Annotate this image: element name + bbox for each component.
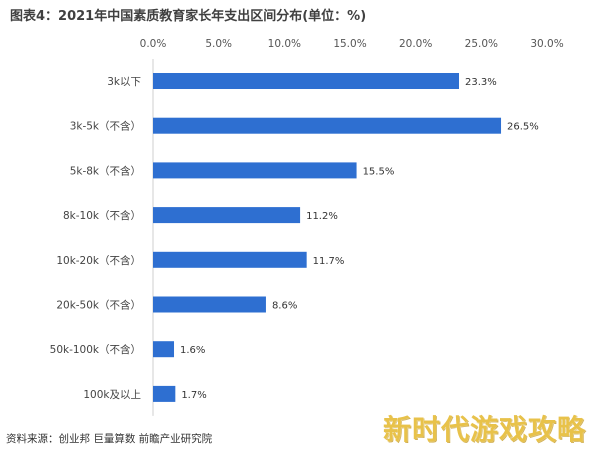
x-tick-label: 30.0%	[530, 38, 563, 50]
bar	[153, 296, 266, 313]
x-tick-label: 20.0%	[399, 38, 432, 50]
value-label: 8.6%	[272, 301, 297, 312]
bar	[153, 162, 357, 179]
bar	[153, 251, 307, 268]
value-label: 1.7%	[181, 390, 206, 401]
bars-group: 3k以下 23.3% 3k-5k（不含） 26.5% 5k-8k（不含） 15.5% 8k-…	[50, 73, 539, 402]
value-label: 23.3%	[465, 77, 497, 88]
category-label: 20k-50k（不含）	[56, 299, 141, 312]
bar	[153, 341, 175, 358]
bar	[153, 385, 176, 402]
bar	[153, 73, 460, 89]
x-tick-label: 5.0%	[205, 38, 232, 50]
bar	[153, 207, 301, 224]
x-tick-label: 10.0%	[268, 38, 301, 50]
category-label: 100k及以上	[83, 389, 141, 401]
value-label: 1.6%	[180, 345, 205, 356]
value-label: 15.5%	[363, 166, 395, 177]
source-note: 资料来源：创业邦 巨量算数 前瞻产业研究院	[6, 433, 213, 445]
brand-watermark: 新时代游戏攻略	[382, 413, 586, 446]
value-label: 11.2%	[306, 211, 338, 222]
x-tick-label: 15.0%	[333, 38, 366, 50]
category-label: 8k-10k（不含）	[63, 209, 141, 222]
x-tick-label: 0.0%	[140, 38, 167, 50]
x-axis-ticks: 0.0% 5.0% 10.0% 15.0% 20.0% 25.0% 30.0%	[140, 38, 564, 50]
category-label: 5k-8k（不含）	[70, 164, 141, 177]
category-label: 10k-20k（不含）	[56, 254, 141, 267]
category-label: 50k-100k（不含）	[50, 343, 141, 356]
chart-title: 图表4：2021年中国素质教育家长年支出区间分布(单位：%)	[10, 9, 367, 24]
x-tick-label: 25.0%	[465, 38, 498, 50]
category-label: 3k-5k（不含）	[70, 120, 141, 133]
category-label: 3k以下	[107, 76, 141, 88]
bar	[153, 117, 502, 134]
value-label: 26.5%	[507, 122, 539, 133]
value-label: 11.7%	[313, 256, 345, 267]
